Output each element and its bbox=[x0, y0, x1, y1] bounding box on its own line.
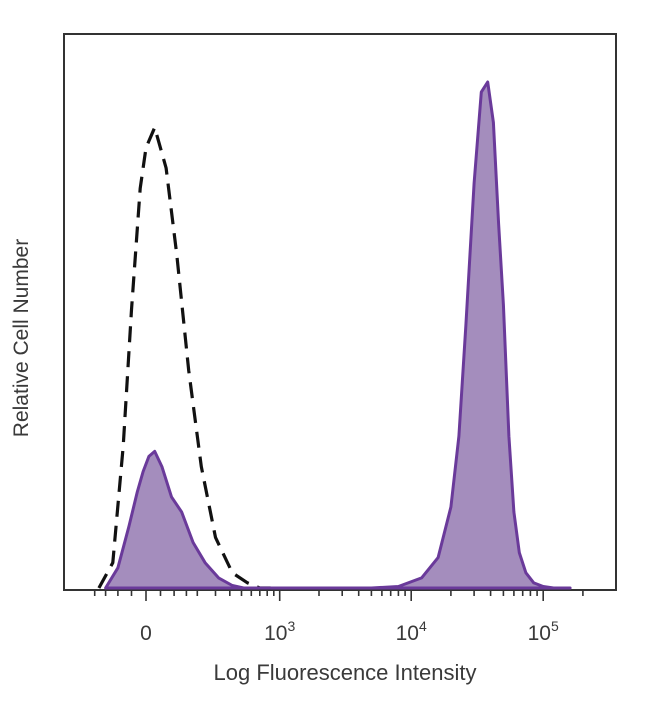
plot-frame bbox=[63, 33, 617, 591]
x-axis-label: Log Fluorescence Intensity bbox=[214, 660, 477, 685]
series-layer bbox=[97, 80, 572, 590]
x-tick-label: 105 bbox=[528, 618, 559, 645]
x-ticks: 0 103 104 105 bbox=[93, 590, 584, 645]
x-tick-label: 0 bbox=[140, 622, 152, 645]
series-dashed-histogram bbox=[97, 125, 271, 590]
y-axis-label: Relative Cell Number bbox=[10, 239, 33, 437]
series-filled-histogram bbox=[104, 80, 572, 590]
x-tick-label: 103 bbox=[264, 618, 295, 645]
x-tick-label: 104 bbox=[396, 618, 427, 645]
